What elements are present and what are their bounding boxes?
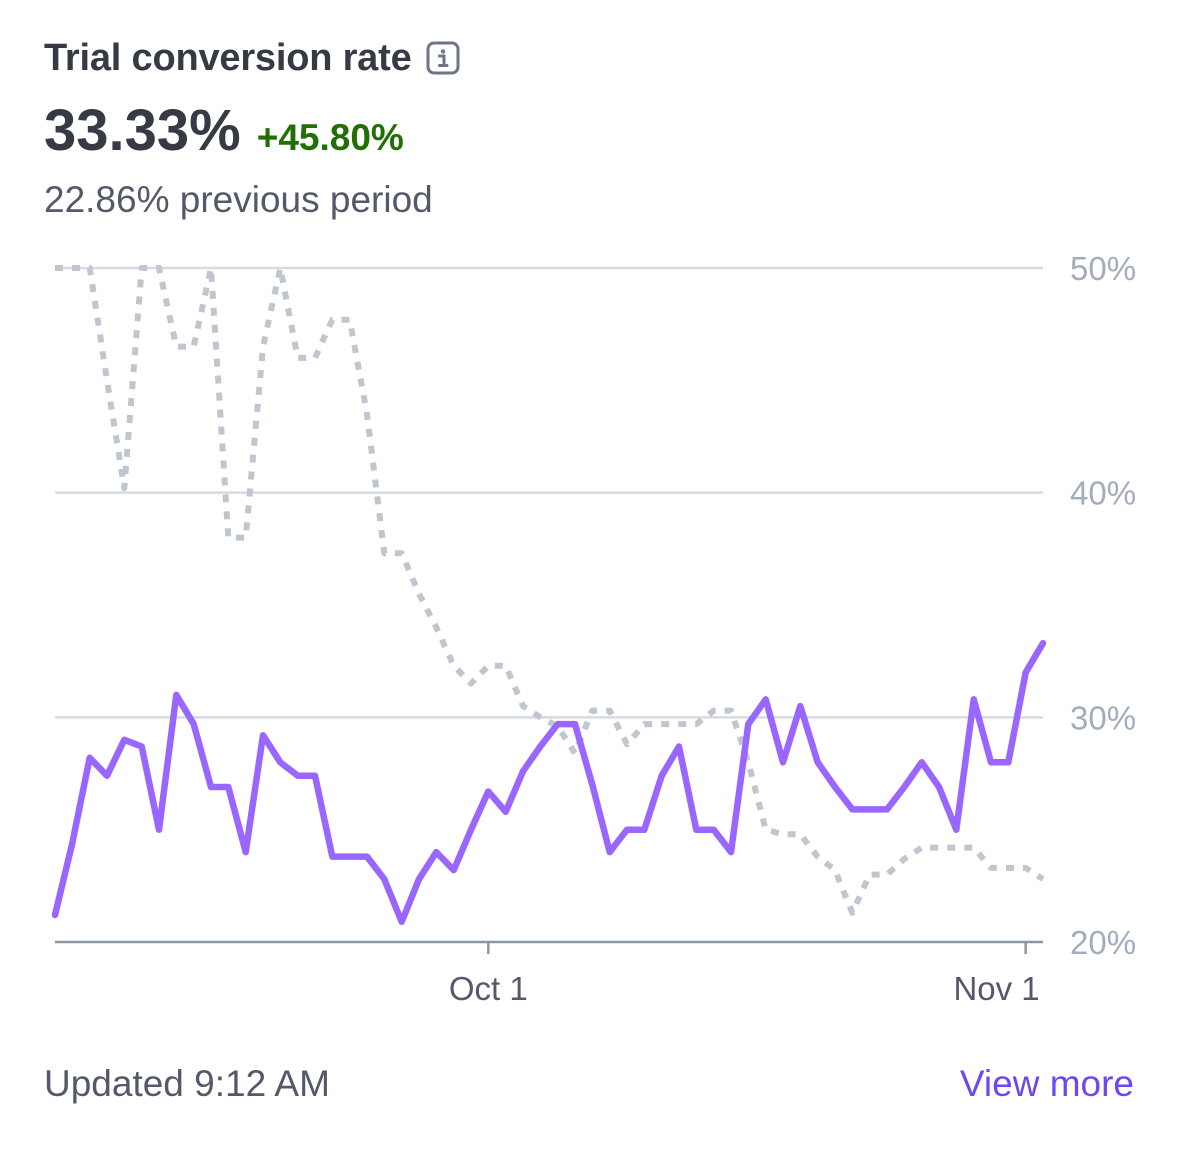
view-more-link[interactable]: View more: [959, 1063, 1134, 1104]
x-tick-label: Oct 1: [449, 970, 528, 1007]
axes: 20% 30% 40% 50% Oct 1 Nov 1: [55, 250, 1136, 1007]
card-title: Trial conversion rate: [44, 37, 412, 79]
info-icon[interactable]: [426, 41, 460, 75]
series-layer: [51, 265, 1047, 926]
x-tick-label: Nov 1: [953, 970, 1039, 1007]
metric-value: 33.33%: [44, 98, 241, 163]
y-tick-label: 30%: [1070, 699, 1136, 736]
gridlines: [55, 266, 1043, 719]
y-tick-label: 40%: [1070, 475, 1136, 512]
metric-row: 33.33% +45.80%: [44, 96, 404, 166]
current-period-line: [51, 639, 1047, 926]
line-chart: 20% 30% 40% 50% Oct 1 Nov 1: [51, 250, 1136, 1007]
y-tick-label: 20%: [1070, 924, 1136, 961]
previous-period-line: [55, 265, 1045, 916]
previous-period-text: 22.86% previous period: [44, 179, 433, 220]
title-row: Trial conversion rate: [44, 30, 460, 86]
metric-change-badge: +45.80%: [256, 117, 404, 158]
updated-timestamp: Updated 9:12 AM: [44, 1063, 330, 1104]
y-tick-label: 50%: [1070, 250, 1136, 287]
